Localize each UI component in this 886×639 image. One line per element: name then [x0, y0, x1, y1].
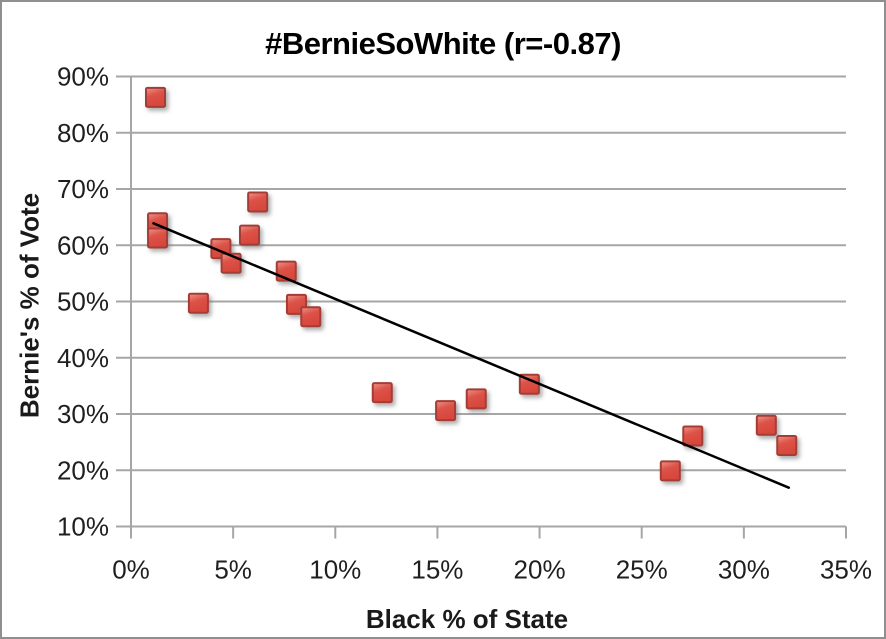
chart-title: #BernieSoWhite (r=-0.87) — [265, 26, 621, 61]
y-tick-label: 90% — [57, 62, 109, 92]
data-point-marker — [145, 86, 167, 108]
x-tick-label: 20% — [514, 555, 566, 585]
data-point-marker — [659, 460, 681, 482]
x-tick-label: 0% — [112, 555, 150, 585]
data-point-marker — [300, 306, 322, 328]
data-point-marker — [755, 414, 777, 436]
trend-line — [152, 222, 791, 489]
data-point-marker — [187, 292, 209, 314]
y-tick-label: 80% — [57, 118, 109, 148]
y-tick-label: 60% — [57, 230, 109, 260]
data-point-marker — [435, 400, 457, 422]
x-tick-label: 35% — [820, 555, 872, 585]
data-point-marker — [776, 435, 798, 456]
y-tick-label: 10% — [57, 512, 109, 542]
y-tick-label: 20% — [57, 455, 109, 485]
data-point-marker — [247, 191, 269, 213]
data-point-marker — [682, 425, 704, 447]
x-tick-label: 10% — [309, 555, 361, 585]
y-tick-label: 50% — [57, 287, 109, 317]
x-tick-label: 30% — [718, 555, 770, 585]
x-tick-label: 5% — [214, 555, 252, 585]
y-tick-label: 40% — [57, 343, 109, 373]
data-point-marker — [465, 388, 487, 410]
data-point-marker — [371, 382, 393, 404]
data-point-marker — [147, 227, 169, 249]
y-tick-label: 70% — [57, 174, 109, 204]
x-tick-label: 15% — [411, 555, 463, 585]
y-tick-label: 30% — [57, 399, 109, 429]
data-point-marker — [238, 224, 260, 246]
x-tick-label: 25% — [616, 555, 668, 585]
x-axis-title: Black % of State — [365, 604, 569, 634]
